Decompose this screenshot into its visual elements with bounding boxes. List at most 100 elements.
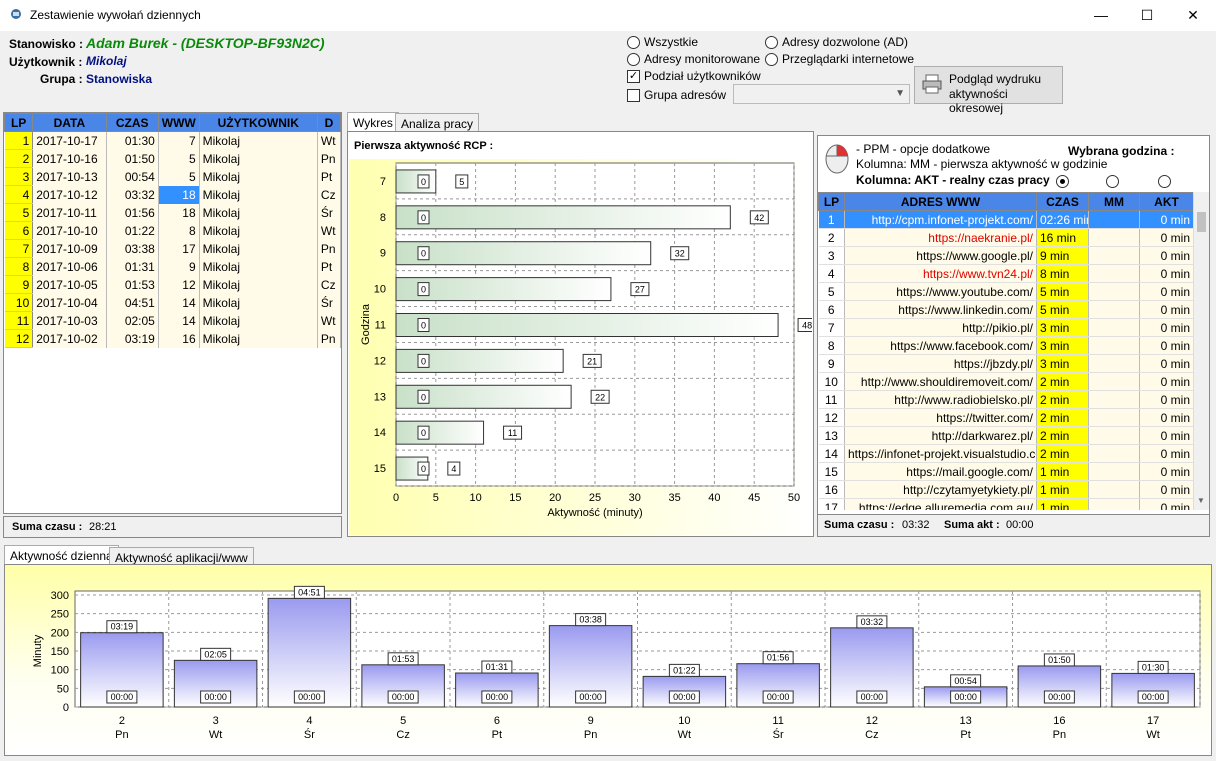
cell-mm[interactable]	[1088, 318, 1140, 337]
radio-czas[interactable]	[1056, 175, 1069, 188]
table-row[interactable]: 9 https://jbzdy.pl/3 min 0 min	[818, 354, 1194, 373]
cell-czas[interactable]: 8 min	[1036, 264, 1089, 283]
cell-mm[interactable]	[1088, 498, 1140, 510]
cell-akt[interactable]: 0 min	[1139, 444, 1194, 463]
radio-przegladarki[interactable]: Przeglądarki internetowe	[765, 52, 914, 66]
cell-akt[interactable]: 0 min	[1139, 264, 1194, 283]
www-scrollbar[interactable]: ▼	[1193, 192, 1209, 510]
bar[interactable]	[395, 384, 572, 409]
table-row[interactable]: 7 2017-10-09 03:38 17 Mikolaj Pn	[4, 239, 342, 258]
cell-data[interactable]: 2017-10-04	[32, 293, 107, 312]
cell-mm[interactable]	[1088, 462, 1140, 481]
grupa-select[interactable]: ▼	[733, 84, 910, 104]
minimize-button[interactable]: —	[1094, 7, 1108, 23]
cell-czas[interactable]: 2 min	[1036, 426, 1089, 445]
cell-adres[interactable]: https://mail.google.com/	[844, 462, 1037, 481]
cell-lp[interactable]: 7	[818, 318, 845, 337]
cell-data[interactable]: 2017-10-05	[32, 275, 107, 294]
cell-lp[interactable]: 8	[4, 257, 34, 276]
cell-adres[interactable]: https://twitter.com/	[844, 408, 1037, 427]
table-row[interactable]: 6 https://www.linkedin.com/5 min 0 min	[818, 300, 1194, 319]
www-table[interactable]: LP ADRES WWW CZAS MM AKT 1 http://cpm.inf…	[818, 192, 1209, 510]
cell-czas[interactable]: 03:38	[106, 239, 159, 258]
cell-www[interactable]: 14	[158, 311, 200, 330]
cell-d[interactable]: Pt	[317, 167, 342, 186]
cell-uzytkownik[interactable]: Mikolaj	[199, 311, 318, 330]
cell-lp[interactable]: 8	[818, 336, 845, 355]
cell-lp[interactable]: 11	[4, 311, 34, 330]
radio-mm[interactable]	[1106, 175, 1119, 188]
cell-data[interactable]: 2017-10-17	[32, 131, 107, 150]
table-row[interactable]: 12 https://twitter.com/2 min 0 min	[818, 408, 1194, 427]
cell-d[interactable]: Śr	[317, 293, 342, 312]
cell-uzytkownik[interactable]: Mikolaj	[199, 257, 318, 276]
table-row[interactable]: 14 https://infonet-projekt.visualstudio.c…	[818, 444, 1194, 463]
cell-czas[interactable]: 5 min	[1036, 300, 1089, 319]
radio-circle[interactable]	[627, 52, 640, 66]
cell-uzytkownik[interactable]: Mikolaj	[199, 167, 318, 186]
daily-table[interactable]: LP DATA CZAS WWW UŻYTKOWNIK D 1 2017-10-1…	[3, 112, 342, 514]
cell-lp[interactable]: 17	[818, 498, 845, 510]
cell-data[interactable]: 2017-10-09	[32, 239, 107, 258]
cell-uzytkownik[interactable]: Mikolaj	[199, 221, 318, 240]
cell-adres[interactable]: https://www.facebook.com/	[844, 336, 1037, 355]
cell-www[interactable]: 12	[158, 275, 200, 294]
col-akt[interactable]: AKT	[1139, 192, 1194, 211]
bar[interactable]	[395, 420, 485, 445]
cell-uzytkownik[interactable]: Mikolaj	[199, 149, 318, 168]
radio-wszystkie[interactable]: Wszystkie	[627, 35, 698, 49]
cell-akt[interactable]: 0 min	[1139, 498, 1194, 510]
cell-lp[interactable]: 12	[4, 329, 34, 348]
cell-lp[interactable]: 3	[818, 246, 845, 265]
cell-akt[interactable]: 0 min	[1139, 228, 1194, 247]
cell-data[interactable]: 2017-10-12	[32, 185, 107, 204]
cell-czas[interactable]: 00:54	[106, 167, 159, 186]
cell-d[interactable]: Wt	[317, 221, 342, 240]
cell-www[interactable]: 8	[158, 221, 200, 240]
cell-lp[interactable]: 9	[4, 275, 34, 294]
cell-lp[interactable]: 12	[818, 408, 845, 427]
cell-uzytkownik[interactable]: Mikolaj	[199, 203, 318, 222]
cell-mm[interactable]	[1088, 210, 1140, 229]
maximize-button[interactable]: ☐	[1140, 7, 1154, 23]
cell-akt[interactable]: 0 min	[1139, 300, 1194, 319]
table-row[interactable]: 3 https://www.google.pl/9 min 0 min	[818, 246, 1194, 265]
cell-mm[interactable]	[1088, 426, 1140, 445]
cell-czas[interactable]: 02:05	[106, 311, 159, 330]
table-row[interactable]: 8 https://www.facebook.com/3 min 0 min	[818, 336, 1194, 355]
cell-mm[interactable]	[1088, 264, 1140, 283]
close-button[interactable]: ✕	[1187, 7, 1199, 23]
cell-www[interactable]: 14	[158, 293, 200, 312]
cell-d[interactable]: Wt	[317, 131, 342, 150]
bar[interactable]	[395, 205, 731, 230]
cell-lp[interactable]: 1	[818, 210, 845, 229]
cell-czas[interactable]: 16 min	[1036, 228, 1089, 247]
cell-d[interactable]: Cz	[317, 185, 342, 204]
radio-circle[interactable]	[765, 52, 778, 66]
bar[interactable]	[395, 241, 652, 266]
cell-lp[interactable]: 2	[4, 149, 34, 168]
cell-adres[interactable]: http://www.radiobielsko.pl/	[844, 390, 1037, 409]
radio-monitorowane[interactable]: Adresy monitorowane	[627, 52, 760, 66]
cell-akt[interactable]: 0 min	[1139, 336, 1194, 355]
cell-mm[interactable]	[1088, 480, 1140, 499]
cell-uzytkownik[interactable]: Mikolaj	[199, 275, 318, 294]
cell-uzytkownik[interactable]: Mikolaj	[199, 329, 318, 348]
table-row[interactable]: 11 http://www.radiobielsko.pl/2 min 0 min	[818, 390, 1194, 409]
col-lp[interactable]: LP	[818, 192, 845, 211]
cell-lp[interactable]: 5	[4, 203, 34, 222]
table-row[interactable]: 16 http://czytamyetykiety.pl/1 min 0 min	[818, 480, 1194, 499]
cell-lp[interactable]: 1	[4, 131, 34, 150]
cell-lp[interactable]: 14	[818, 444, 845, 463]
cell-mm[interactable]	[1088, 390, 1140, 409]
cell-mm[interactable]	[1088, 336, 1140, 355]
table-row[interactable]: 17 https://edge.alluremedia.com.au/1 min 0…	[818, 498, 1194, 510]
table-row[interactable]: 10 2017-10-04 04:51 14 Mikolaj Śr	[4, 293, 342, 312]
cell-czas[interactable]: 03:19	[106, 329, 159, 348]
tab-aktywnosc-aplikacji[interactable]: Aktywność aplikacji/www	[109, 547, 254, 568]
cell-adres[interactable]: https://edge.alluremedia.com.au/	[844, 498, 1037, 510]
bar[interactable]	[395, 169, 437, 194]
cell-akt[interactable]: 0 min	[1139, 390, 1194, 409]
table-row[interactable]: 5 https://www.youtube.com/5 min 0 min	[818, 282, 1194, 301]
cell-d[interactable]: Pn	[317, 149, 342, 168]
